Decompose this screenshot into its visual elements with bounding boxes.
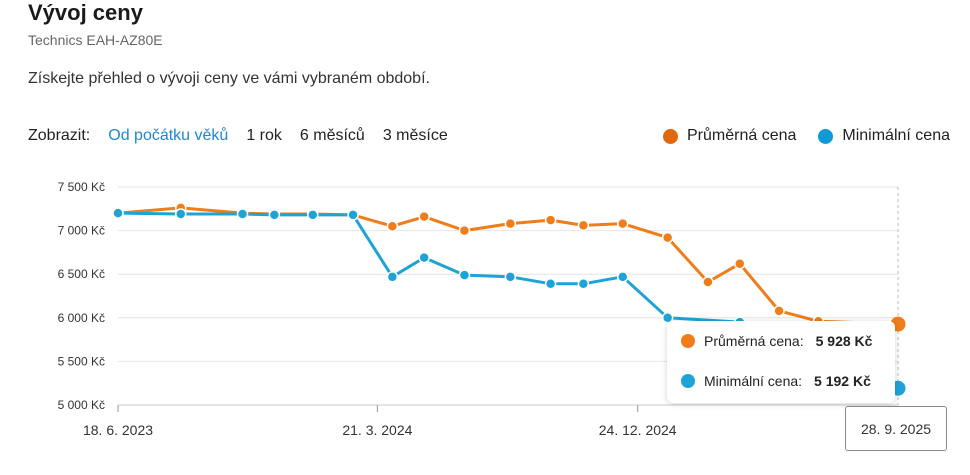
legend-average[interactable]: Průměrná cena (663, 127, 796, 145)
data-point-average (386, 220, 399, 232)
y-tick-label: 5 000 Kč (58, 398, 105, 412)
product-name: Technics EAH-AZ80E (28, 32, 163, 48)
data-point-minimum (418, 251, 430, 264)
data-point-average (418, 210, 430, 223)
data-point-average (661, 231, 674, 244)
data-point-average (702, 276, 714, 288)
filter-1-year[interactable]: 1 rok (246, 127, 282, 144)
page-title: Vývoj ceny (28, 0, 143, 25)
description: Získejte přehled o vývoji ceny ve vámi v… (28, 70, 430, 87)
x-tick-label: 24. 12. 2024 (599, 422, 677, 438)
data-point-average (504, 217, 517, 230)
data-point-average (577, 219, 590, 232)
data-point-minimum (504, 271, 517, 283)
minimum-dot-icon (818, 128, 834, 144)
filter-6-months[interactable]: 6 měsíců (299, 127, 365, 144)
data-point-minimum (307, 209, 319, 221)
data-point-average (616, 217, 629, 230)
tooltip-row-minimum: Minimální cena: 5 192 Kč (681, 373, 871, 389)
y-tick-label: 5 500 Kč (58, 354, 105, 368)
minimum-dot-icon (681, 374, 695, 388)
data-point-minimum (544, 278, 557, 290)
filter-all-time[interactable]: Od počátku věků (108, 127, 229, 144)
data-point-average (544, 214, 557, 226)
series-line-minimum (117, 211, 899, 390)
period-filter: Zobrazit: Od počátku věků 1 rok 6 měsíců… (28, 127, 466, 145)
data-point-minimum (458, 269, 471, 281)
data-point-minimum (616, 271, 629, 283)
y-tick-label: 6 000 Kč (58, 311, 105, 325)
data-point-minimum (347, 209, 359, 221)
data-point-minimum (577, 278, 590, 290)
data-point-minimum (386, 271, 399, 283)
chart-tooltip: Průměrná cena: 5 928 Kč Minimální cena: … (667, 321, 895, 403)
filter-label: Zobrazit: (28, 127, 91, 144)
x-tick-label: 18. 6. 2023 (83, 422, 153, 438)
tooltip-label: Průměrná cena: (704, 333, 804, 349)
data-point-minimum (112, 207, 124, 219)
legend-minimum-label: Minimální cena (842, 127, 950, 144)
data-point-average (458, 224, 471, 237)
y-tick-label: 7 000 Kč (58, 224, 105, 238)
chart-legend: Průměrná cena Minimální cena (641, 127, 950, 145)
legend-average-label: Průměrná cena (687, 127, 797, 144)
data-point-average (734, 257, 746, 270)
data-point-minimum (236, 208, 249, 220)
legend-minimum[interactable]: Minimální cena (818, 127, 950, 145)
filter-3-months[interactable]: 3 měsíce (382, 127, 448, 144)
x-axis-crosshair-label: 28. 9. 2025 (845, 406, 947, 451)
average-dot-icon (681, 334, 695, 348)
tooltip-value: 5 192 Kč (814, 373, 871, 389)
y-tick-label: 7 500 Kč (58, 180, 105, 194)
average-dot-icon (663, 128, 678, 144)
y-tick-label: 6 500 Kč (58, 267, 105, 281)
tooltip-label: Minimální cena: (704, 373, 803, 389)
data-point-minimum (268, 209, 281, 221)
data-point-minimum (174, 208, 187, 220)
tooltip-row-average: Průměrná cena: 5 928 Kč (681, 333, 872, 349)
tooltip-value: 5 928 Kč (815, 333, 873, 349)
x-tick-label: 21. 3. 2024 (342, 422, 412, 438)
data-point-average (773, 305, 785, 317)
